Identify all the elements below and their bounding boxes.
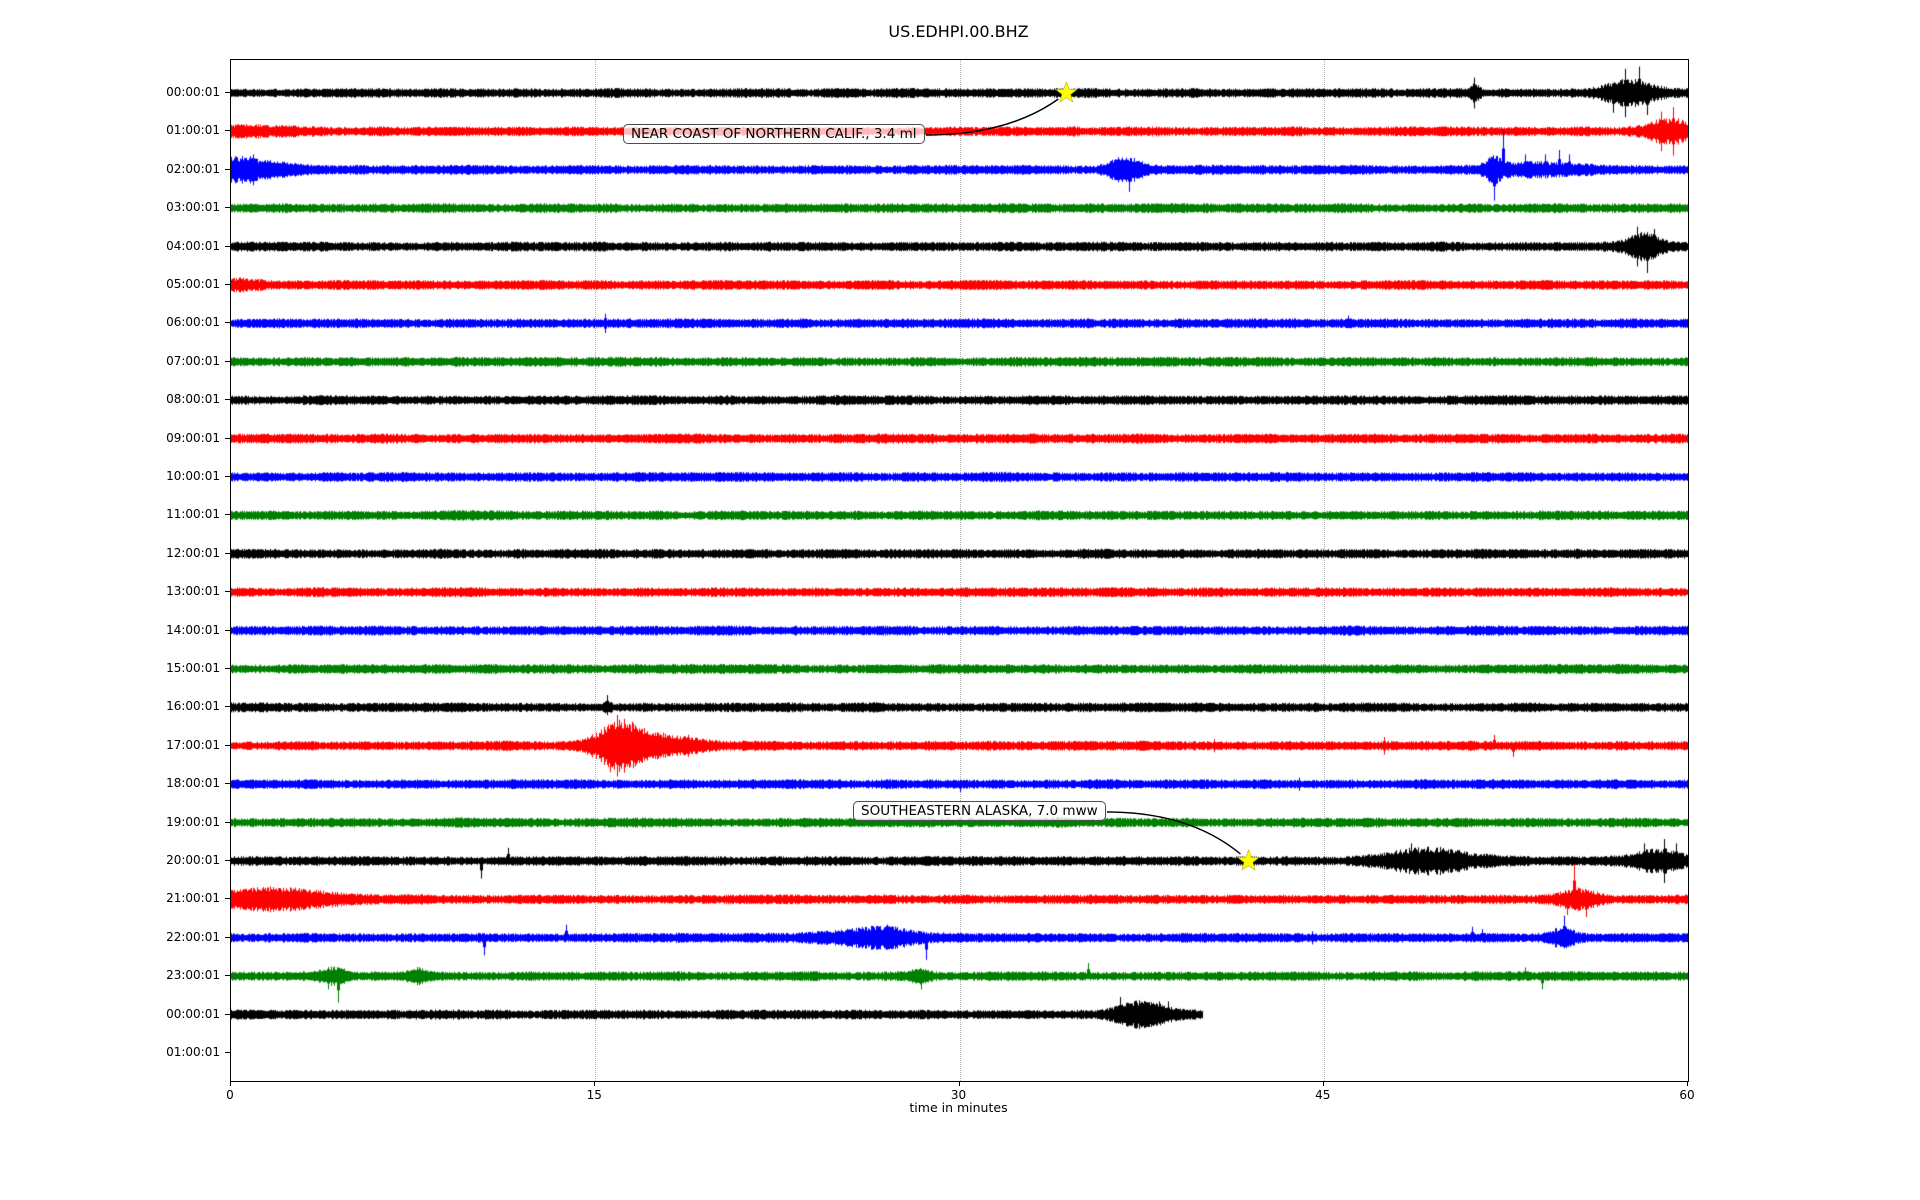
y-tick-label: 03:00:01: [166, 200, 220, 215]
chart-title: US.EDHPI.00.BHZ: [888, 22, 1029, 41]
y-tick-label: 18:00:01: [166, 776, 220, 791]
y-tick-label: 10:00:01: [166, 469, 220, 483]
y-tick-label: 08:00:01: [166, 392, 220, 407]
x-tick-mark: [1322, 1081, 1324, 1086]
seismogram-canvas: [231, 60, 1688, 1081]
x-tick-mark: [230, 1081, 231, 1086]
y-tick-label: 13:00:01: [166, 584, 220, 599]
y-tick-label: 16:00:01: [166, 699, 220, 714]
y-tick-label: 07:00:01: [166, 353, 220, 368]
y-tick-label: 17:00:01: [166, 737, 220, 752]
x-axis-label: time in minutes: [909, 1100, 1008, 1115]
y-tick-mark: [225, 130, 230, 132]
y-tick-label: 23:00:01: [166, 968, 220, 983]
y-tick-mark: [225, 936, 230, 938]
y-tick-label: 01:00:01: [166, 123, 220, 138]
x-tick-label: 0: [226, 1088, 234, 1102]
y-tick-mark: [225, 898, 230, 900]
y-tick-mark: [225, 744, 230, 746]
y-tick-label: 15:00:01: [166, 661, 220, 675]
y-tick-label: 12:00:01: [166, 545, 220, 560]
y-tick-mark: [225, 1052, 230, 1053]
y-tick-mark: [225, 322, 230, 324]
y-tick-label: 22:00:01: [166, 929, 220, 944]
y-tick-label: 20:00:01: [166, 853, 220, 867]
y-tick-mark: [225, 706, 230, 708]
x-tick-label: 60: [1679, 1088, 1695, 1102]
y-tick-mark: [225, 1013, 230, 1015]
y-tick-label: 04:00:01: [166, 238, 220, 253]
y-tick-label: 05:00:01: [166, 277, 220, 291]
y-tick-mark: [225, 591, 230, 593]
x-tick-mark: [594, 1081, 596, 1086]
y-tick-mark: [225, 399, 230, 401]
y-tick-mark: [225, 552, 230, 554]
y-tick-mark: [225, 92, 230, 93]
y-tick-mark: [225, 437, 230, 439]
y-tick-label: 00:00:01: [166, 85, 220, 99]
y-tick-mark: [225, 168, 230, 170]
y-tick-mark: [225, 476, 230, 477]
y-tick-label: 00:00:01: [166, 1006, 220, 1021]
y-tick-label: 02:00:01: [166, 161, 220, 176]
y-tick-mark: [225, 975, 230, 977]
y-tick-mark: [225, 207, 230, 209]
y-tick-mark: [225, 360, 230, 362]
y-tick-label: 09:00:01: [166, 430, 220, 445]
y-tick-mark: [225, 860, 230, 861]
x-tick-label: 45: [1315, 1088, 1331, 1102]
y-tick-mark: [225, 629, 230, 631]
y-tick-label: 21:00:01: [166, 891, 220, 906]
y-tick-label: 06:00:01: [166, 315, 220, 330]
y-tick-label: 11:00:01: [166, 507, 220, 522]
y-tick-label: 01:00:01: [166, 1045, 220, 1059]
y-tick-mark: [225, 783, 230, 785]
x-tick-mark: [958, 1081, 960, 1086]
event-annotation: NEAR COAST OF NORTHERN CALIF., 3.4 ml: [623, 124, 925, 144]
x-tick-label: 30: [950, 1088, 967, 1102]
y-tick-label: 19:00:01: [166, 814, 220, 829]
y-tick-mark: [225, 245, 230, 247]
y-tick-mark: [225, 821, 230, 823]
y-tick-mark: [225, 284, 230, 285]
x-tick-mark: [1687, 1081, 1688, 1086]
y-tick-label: 14:00:01: [166, 622, 220, 637]
y-tick-mark: [225, 668, 230, 669]
y-tick-mark: [225, 514, 230, 516]
event-annotation: SOUTHEASTERN ALASKA, 7.0 mww: [853, 801, 1106, 821]
x-tick-label: 15: [586, 1088, 602, 1102]
plot-area: [230, 59, 1689, 1082]
